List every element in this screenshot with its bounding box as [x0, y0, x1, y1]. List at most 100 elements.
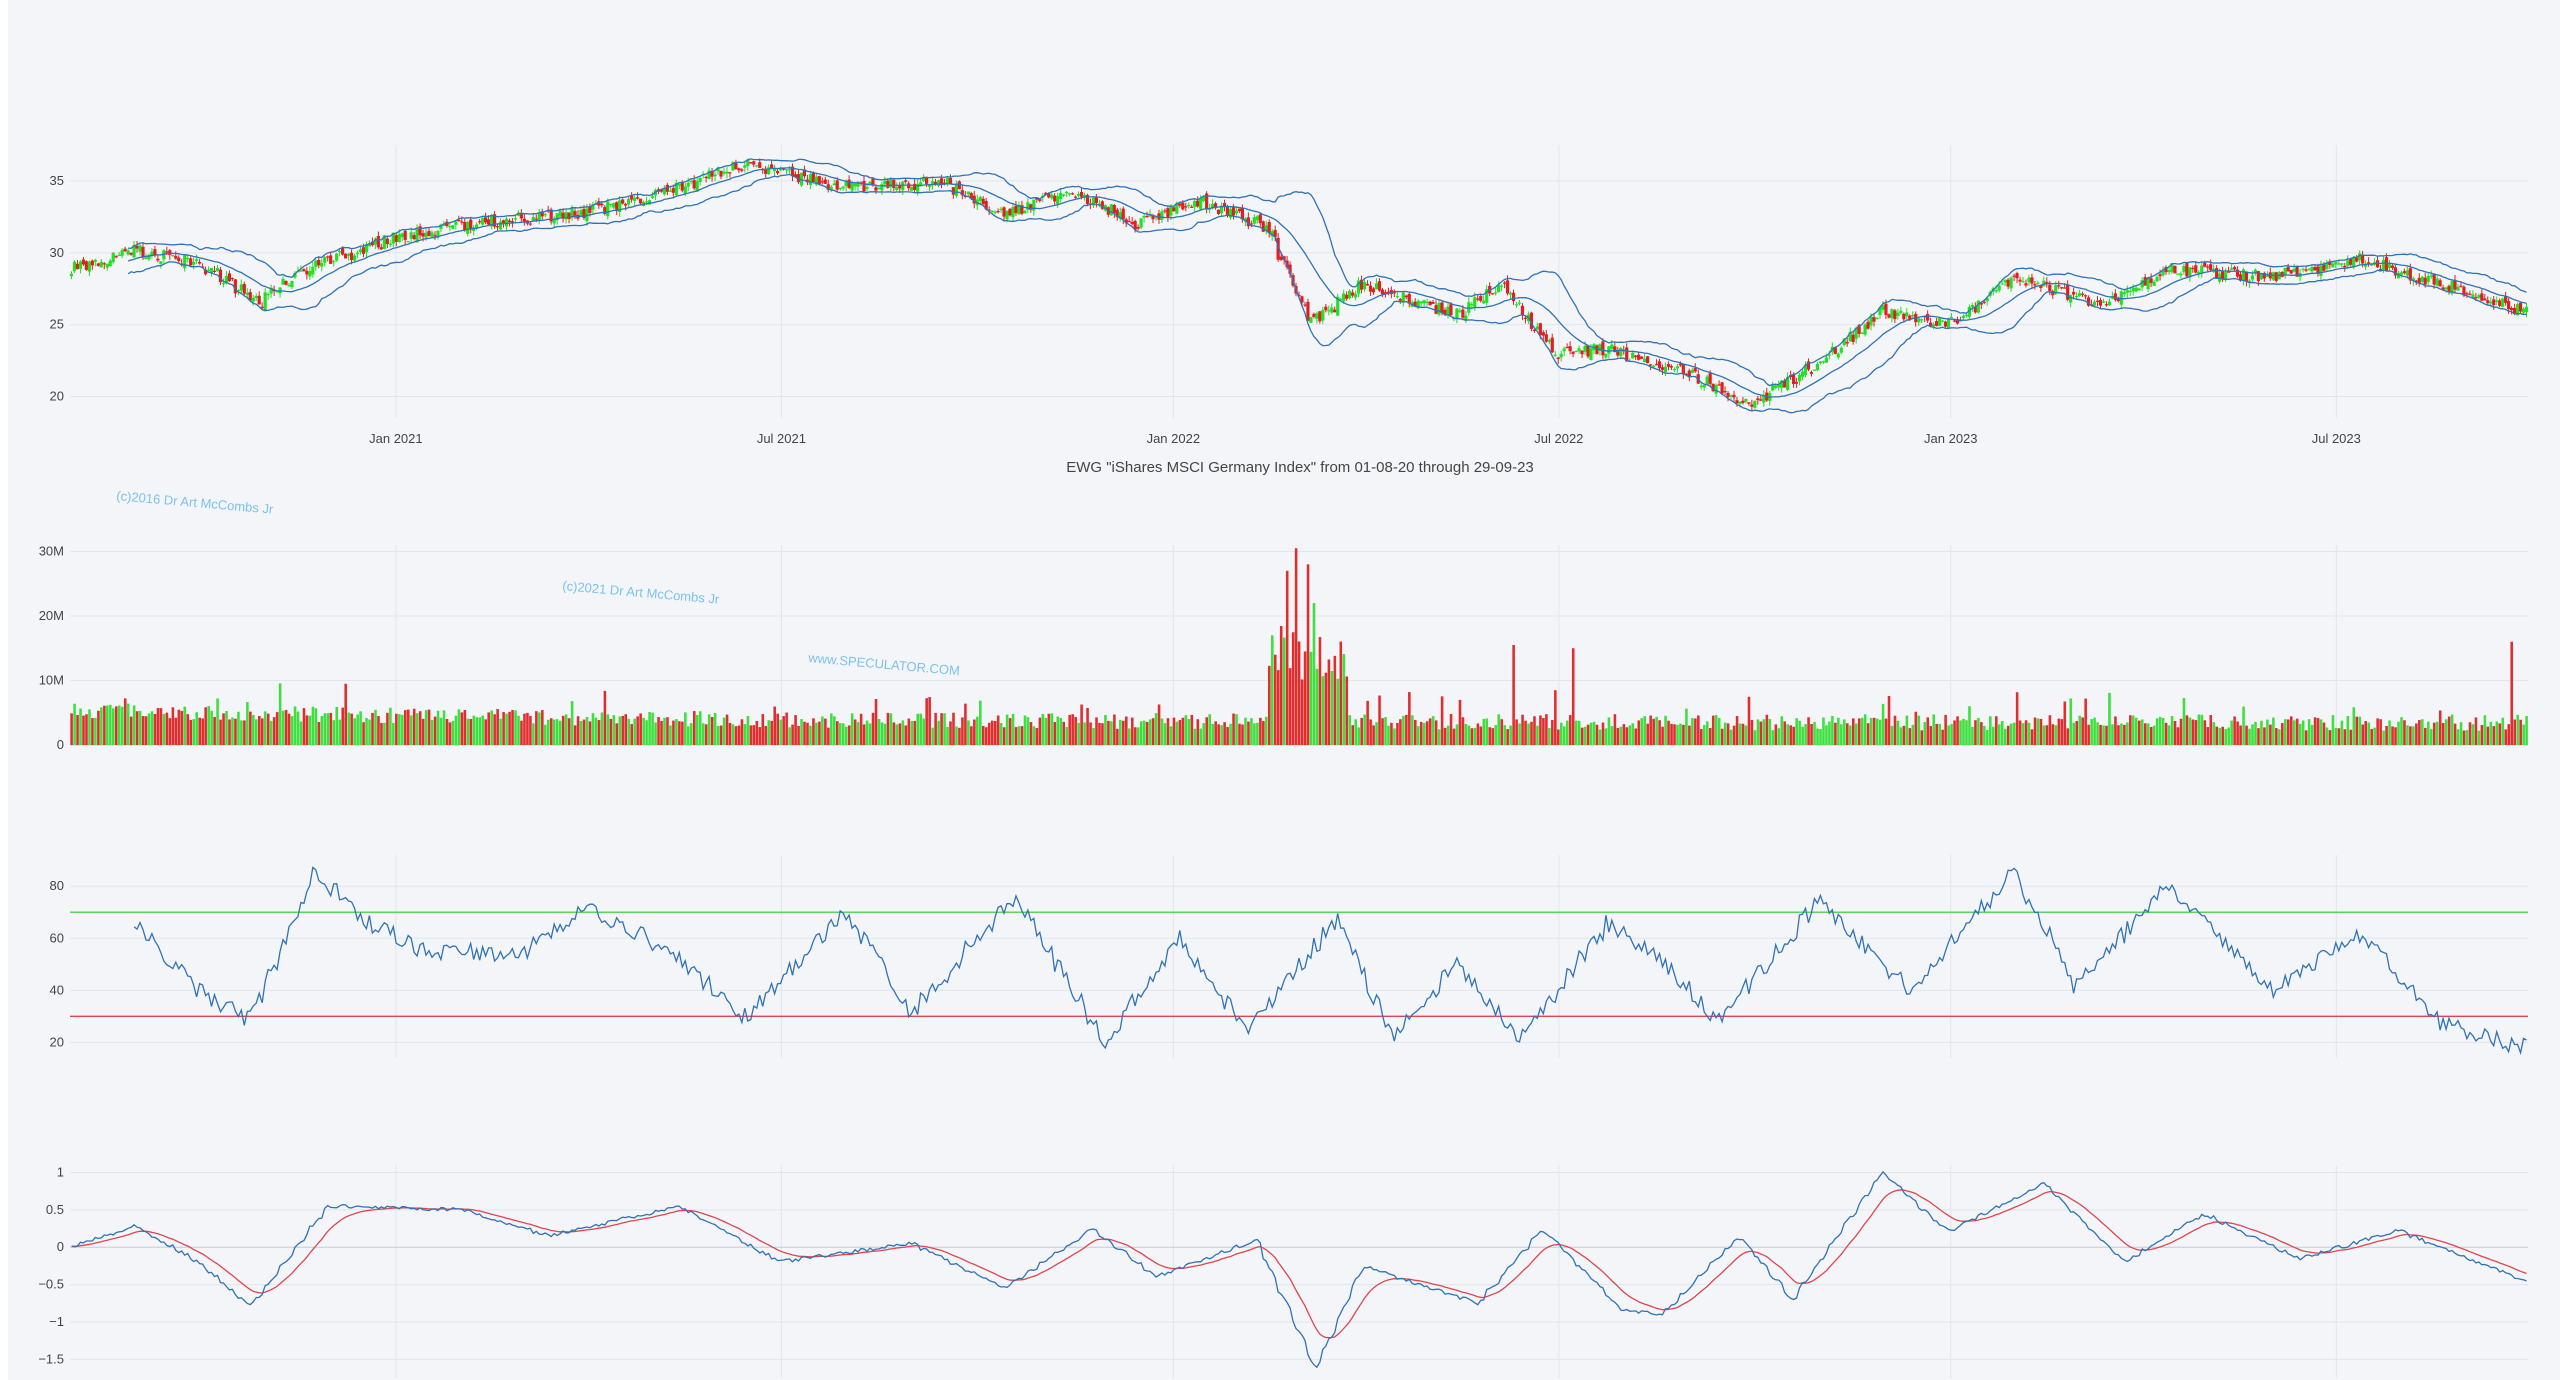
volume-bar: [144, 716, 148, 745]
volume-bar: [984, 727, 988, 745]
watermark-copyright-2021: (c)2021 Dr Art McCombs Jr: [562, 578, 721, 607]
volume-bar: [2149, 726, 2153, 745]
volume-bar: [2337, 728, 2341, 745]
candle-body: [898, 185, 902, 189]
candle-body: [1502, 282, 1507, 284]
volume-bar: [1723, 722, 1727, 745]
candle-body: [2146, 277, 2150, 290]
volume-bar: [1416, 726, 1420, 745]
volume-bar: [672, 720, 675, 745]
volume-bar: [1196, 719, 1200, 745]
candle-body: [424, 232, 428, 238]
volume-bar: [371, 712, 374, 745]
candle-body: [1482, 300, 1486, 304]
candle-body: [1675, 366, 1679, 369]
volume-bar: [2313, 717, 2317, 745]
candle-body: [1869, 316, 1873, 326]
volume-bar: [1166, 718, 1170, 745]
volume-bar: [1169, 726, 1173, 745]
volume-bar: [2275, 728, 2278, 745]
candle-body: [195, 259, 199, 261]
candle-body: [2101, 301, 2106, 303]
volume-bar: [1101, 723, 1104, 745]
volume-bar: [794, 715, 797, 745]
volume-bar: [1241, 724, 1244, 745]
candle-body: [1586, 345, 1590, 357]
candle-body: [2244, 271, 2249, 282]
volume-bar: [660, 720, 663, 745]
volume-bar: [1235, 714, 1238, 745]
volume-bar: [1208, 714, 1212, 745]
candle-body: [1014, 205, 1018, 214]
volume-bar: [1863, 714, 1867, 745]
candle-body: [2381, 259, 2386, 270]
candle-body: [1124, 219, 1128, 224]
volume-bar: [987, 722, 991, 745]
candle-body: [1976, 300, 1980, 313]
candle-body: [707, 170, 711, 179]
candle-body: [755, 165, 759, 167]
volume-bar: [1125, 716, 1128, 745]
candle-body: [1604, 353, 1608, 358]
volume-bar: [326, 713, 330, 745]
volume-bar: [1610, 726, 1614, 745]
candle-body: [2417, 277, 2421, 283]
volume-bar: [427, 709, 431, 745]
candle-body: [978, 196, 982, 201]
volume-bar: [555, 719, 559, 745]
candle-body: [1729, 395, 1733, 397]
volume-bar: [1771, 730, 1775, 745]
volume-bar: [284, 709, 288, 745]
volume-bar: [2215, 726, 2219, 745]
candle-body: [2518, 302, 2523, 312]
candle-body: [2301, 268, 2305, 271]
candle-body: [2158, 274, 2162, 277]
candle-body: [2122, 292, 2126, 295]
volume-bar: [1732, 725, 1736, 745]
candle-body: [475, 224, 479, 228]
candle-body: [853, 183, 857, 187]
volume-bar: [2042, 725, 2046, 745]
volume-bar: [1211, 723, 1214, 745]
candle-body: [1520, 305, 1525, 316]
candle-body: [2167, 270, 2171, 273]
candle-body: [1368, 285, 1373, 292]
volume-bar: [1056, 716, 1060, 745]
candle-body: [1836, 353, 1840, 358]
candle-body: [2274, 272, 2278, 281]
candle-body: [1196, 200, 1200, 207]
volume-bar: [2501, 717, 2505, 745]
candle-body: [540, 211, 544, 217]
candle-body: [1634, 355, 1638, 358]
candle-body: [1312, 313, 1316, 317]
candle-body: [823, 179, 827, 184]
candle-body: [764, 169, 768, 174]
candle-body: [1964, 314, 1968, 316]
volume-bar: [2316, 718, 2320, 745]
candle-body: [710, 170, 714, 177]
volume-bar: [1536, 725, 1539, 745]
candle-body: [930, 181, 935, 186]
volume-bar: [73, 703, 76, 745]
volume-bar: [296, 711, 300, 745]
candle-body: [689, 181, 693, 183]
volume-bar: [1089, 722, 1092, 745]
candle-body: [1354, 293, 1358, 298]
volume-bar: [1059, 717, 1063, 745]
candle-body: [1005, 210, 1009, 220]
volume-bar: [1637, 720, 1641, 745]
volume-bar: [448, 722, 452, 745]
volume-bar: [1848, 725, 1852, 745]
price-y-tick-label: 20: [50, 388, 64, 403]
candle-body: [844, 181, 848, 187]
candle-body: [665, 184, 669, 192]
volume-bar: [970, 726, 973, 745]
volume-bar: [740, 719, 744, 745]
volume-bar: [2361, 724, 2365, 745]
volume-bar: [1291, 632, 1295, 745]
candle-body: [1118, 212, 1122, 219]
candle-body: [1771, 385, 1775, 391]
candle-body: [1455, 308, 1459, 320]
candle-body: [2238, 274, 2243, 281]
candle-body: [1273, 229, 1277, 238]
